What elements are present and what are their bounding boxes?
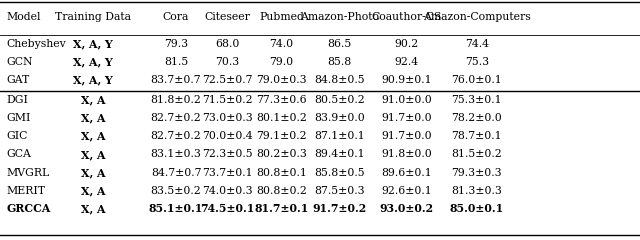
Text: Amazon-Computers: Amazon-Computers <box>423 12 531 22</box>
Text: GIC: GIC <box>6 131 28 141</box>
Text: 81.3±0.3: 81.3±0.3 <box>451 186 502 196</box>
Text: 72.5±0.7: 72.5±0.7 <box>202 75 252 85</box>
Text: 91.7±0.0: 91.7±0.0 <box>381 113 432 123</box>
Text: 92.6±0.1: 92.6±0.1 <box>381 186 432 196</box>
Text: Citeseer: Citeseer <box>204 12 250 22</box>
Text: Pubmed: Pubmed <box>259 12 304 22</box>
Text: 68.0: 68.0 <box>215 39 239 49</box>
Text: 73.0±0.3: 73.0±0.3 <box>202 113 253 123</box>
Text: GMI: GMI <box>6 113 31 123</box>
Text: 89.4±0.1: 89.4±0.1 <box>314 150 365 160</box>
Text: X, A, Y: X, A, Y <box>73 75 113 86</box>
Text: 77.3±0.6: 77.3±0.6 <box>256 95 307 105</box>
Text: 79.1±0.2: 79.1±0.2 <box>256 131 307 141</box>
Text: 73.7±0.1: 73.7±0.1 <box>202 168 253 178</box>
Text: X, A: X, A <box>81 185 105 196</box>
Text: 82.7±0.2: 82.7±0.2 <box>150 131 202 141</box>
Text: X, A, Y: X, A, Y <box>73 56 113 67</box>
Text: 93.0±0.2: 93.0±0.2 <box>380 203 433 214</box>
Text: 80.8±0.2: 80.8±0.2 <box>256 186 307 196</box>
Text: 87.1±0.1: 87.1±0.1 <box>314 131 365 141</box>
Text: 85.0±0.1: 85.0±0.1 <box>450 203 504 214</box>
Text: 74.0±0.3: 74.0±0.3 <box>202 186 253 196</box>
Text: Chebyshev: Chebyshev <box>6 39 66 49</box>
Text: X, A: X, A <box>81 167 105 178</box>
Text: 76.0±0.1: 76.0±0.1 <box>451 75 502 85</box>
Text: X, A: X, A <box>81 131 105 142</box>
Text: GAT: GAT <box>6 75 29 85</box>
Text: 80.2±0.3: 80.2±0.3 <box>256 150 307 160</box>
Text: 85.8: 85.8 <box>327 57 351 67</box>
Text: X, A: X, A <box>81 203 105 214</box>
Text: 82.7±0.2: 82.7±0.2 <box>150 113 202 123</box>
Text: DGI: DGI <box>6 95 28 105</box>
Text: 72.3±0.5: 72.3±0.5 <box>202 150 253 160</box>
Text: X, A, Y: X, A, Y <box>73 38 113 49</box>
Text: 83.5±0.2: 83.5±0.2 <box>150 186 202 196</box>
Text: 81.7±0.1: 81.7±0.1 <box>255 203 308 214</box>
Text: 89.6±0.1: 89.6±0.1 <box>381 168 432 178</box>
Text: Cora: Cora <box>163 12 189 22</box>
Text: X, A: X, A <box>81 149 105 160</box>
Text: 79.3±0.3: 79.3±0.3 <box>451 168 502 178</box>
Text: GCN: GCN <box>6 57 33 67</box>
Text: 74.5±0.1: 74.5±0.1 <box>200 203 254 214</box>
Text: 81.8±0.2: 81.8±0.2 <box>150 95 202 105</box>
Text: 91.8±0.0: 91.8±0.0 <box>381 150 432 160</box>
Text: 80.1±0.2: 80.1±0.2 <box>256 113 307 123</box>
Text: 75.3: 75.3 <box>465 57 489 67</box>
Text: 83.1±0.3: 83.1±0.3 <box>150 150 202 160</box>
Text: 92.4: 92.4 <box>394 57 419 67</box>
Text: 78.2±0.0: 78.2±0.0 <box>451 113 502 123</box>
Text: MVGRL: MVGRL <box>6 168 50 178</box>
Text: Amazon-Photo: Amazon-Photo <box>300 12 379 22</box>
Text: 70.0±0.4: 70.0±0.4 <box>202 131 253 141</box>
Text: 74.4: 74.4 <box>465 39 489 49</box>
Text: 83.7±0.7: 83.7±0.7 <box>150 75 202 85</box>
Text: 90.2: 90.2 <box>394 39 419 49</box>
Text: 78.7±0.1: 78.7±0.1 <box>451 131 502 141</box>
Text: Model: Model <box>6 12 41 22</box>
Text: 80.5±0.2: 80.5±0.2 <box>314 95 365 105</box>
Text: 75.3±0.1: 75.3±0.1 <box>451 95 502 105</box>
Text: 84.8±0.5: 84.8±0.5 <box>314 75 365 85</box>
Text: 80.8±0.1: 80.8±0.1 <box>256 168 307 178</box>
Text: 71.5±0.2: 71.5±0.2 <box>202 95 253 105</box>
Text: 84.7±0.7: 84.7±0.7 <box>151 168 201 178</box>
Text: Training Data: Training Data <box>55 12 131 22</box>
Text: 79.3: 79.3 <box>164 39 188 49</box>
Text: 74.0: 74.0 <box>269 39 294 49</box>
Text: 87.5±0.3: 87.5±0.3 <box>314 186 365 196</box>
Text: 91.7±0.0: 91.7±0.0 <box>381 131 432 141</box>
Text: 70.3: 70.3 <box>215 57 239 67</box>
Text: Coauthor-CS: Coauthor-CS <box>371 12 442 22</box>
Text: MERIT: MERIT <box>6 186 45 196</box>
Text: 83.9±0.0: 83.9±0.0 <box>314 113 365 123</box>
Text: 86.5: 86.5 <box>327 39 351 49</box>
Text: GRCCA: GRCCA <box>6 203 51 214</box>
Text: 91.7±0.2: 91.7±0.2 <box>312 203 366 214</box>
Text: 85.1±0.1: 85.1±0.1 <box>149 203 203 214</box>
Text: 85.8±0.5: 85.8±0.5 <box>314 168 365 178</box>
Text: GCA: GCA <box>6 150 31 160</box>
Text: 81.5: 81.5 <box>164 57 188 67</box>
Text: 81.5±0.2: 81.5±0.2 <box>451 150 502 160</box>
Text: 79.0: 79.0 <box>269 57 294 67</box>
Text: 79.0±0.3: 79.0±0.3 <box>256 75 307 85</box>
Text: 90.9±0.1: 90.9±0.1 <box>381 75 432 85</box>
Text: 91.0±0.0: 91.0±0.0 <box>381 95 432 105</box>
Text: X, A: X, A <box>81 113 105 124</box>
Text: X, A: X, A <box>81 95 105 106</box>
